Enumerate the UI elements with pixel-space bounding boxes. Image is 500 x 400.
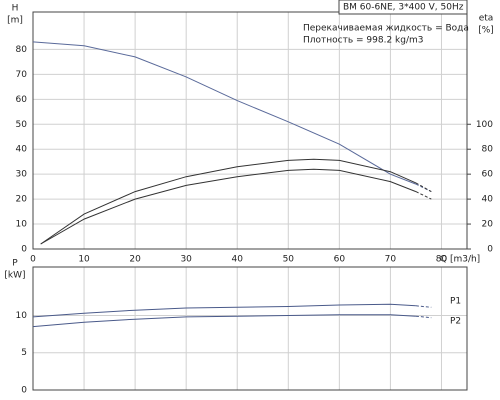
y-tick-label: 80: [16, 45, 28, 55]
y-axis-label: P: [12, 259, 18, 269]
y-tick-label: 70: [16, 70, 28, 80]
y-tick-label: 30: [16, 170, 28, 180]
curve: [40, 158, 417, 245]
legend-label: P2: [450, 317, 461, 327]
legend-label: P1: [450, 296, 461, 306]
x-tick-label: 70: [385, 255, 397, 265]
curve: [32, 303, 416, 318]
y2-tick-label: 60: [482, 170, 494, 180]
curve: [415, 183, 432, 193]
y2-tick-label: 20: [482, 220, 494, 230]
y-tick-label: 10: [16, 220, 28, 230]
x-tick-label: 20: [129, 255, 141, 265]
x-tick-label: 50: [283, 255, 295, 265]
curve: [415, 315, 432, 319]
y-axis-label: H: [12, 4, 19, 14]
y2-tick-label: 0: [487, 245, 493, 255]
y2-axis-label: eta: [479, 14, 494, 24]
plot-frame: [32, 11, 468, 250]
curve: [40, 168, 417, 245]
plot-frame: [32, 266, 468, 391]
y-tick-label: 0: [21, 386, 27, 396]
title-box: [338, 0, 468, 15]
y-tick-label: 60: [16, 95, 28, 105]
x-tick-label: 10: [78, 255, 90, 265]
x-tick-label: 30: [180, 255, 192, 265]
annotation: Перекачиваемая жидкость = Вода: [303, 24, 469, 34]
chart-title: BM 60-6NE, 3*400 V, 50Hz: [343, 3, 464, 13]
y-tick-label: 20: [16, 195, 28, 205]
y-tick-label: 0: [21, 245, 27, 255]
curve: [415, 191, 432, 200]
x-tick-label: 0: [30, 255, 36, 265]
y-tick-label: 50: [16, 120, 28, 130]
y-tick-label: 10: [16, 311, 28, 321]
y2-tick-label: 80: [482, 145, 494, 155]
x-tick-label: 80: [436, 255, 448, 265]
x-tick-label: 60: [334, 255, 346, 265]
y-axis-label: [m]: [7, 16, 23, 26]
y2-axis-label: [%]: [478, 26, 494, 36]
y-tick-label: 5: [21, 348, 27, 358]
x-axis-label: Q [m3/h]: [440, 255, 480, 265]
curve: [415, 305, 432, 308]
y2-tick-label: 40: [482, 195, 494, 205]
x-tick-label: 40: [232, 255, 244, 265]
curve: [32, 314, 416, 328]
curve: [32, 41, 417, 185]
y-axis-label: [kW]: [4, 271, 25, 281]
y2-tick-label: 100: [476, 120, 493, 130]
annotation: Плотность = 998.2 kg/m3: [303, 36, 424, 46]
y-tick-label: 40: [16, 145, 28, 155]
curve: [415, 182, 432, 193]
